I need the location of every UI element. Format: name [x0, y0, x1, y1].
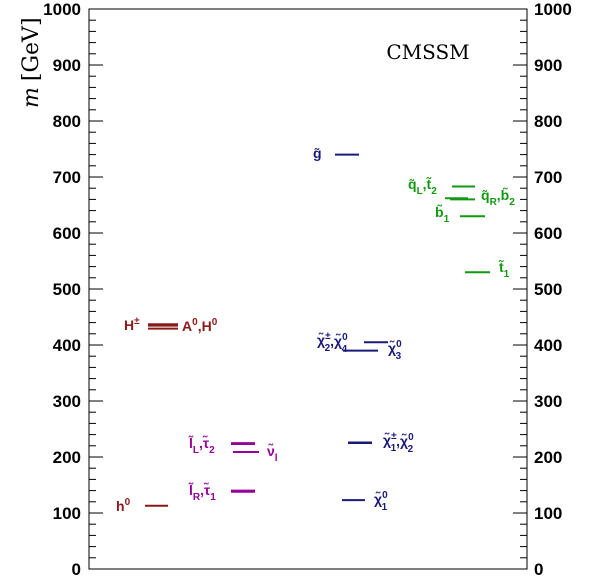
y-tick-label-right: 200	[534, 448, 562, 467]
label-qL-t2: q̃L,t̃2	[408, 176, 437, 197]
particle-labels: h0 H± A0,H0 l̃R,τ̃1 l̃L,τ̃2 ν̃l χ̃0 1 χ̃± 1,χ̃0 2 χ…	[116, 145, 515, 514]
label-lr-tau1: l̃R,τ̃1	[188, 481, 216, 503]
y-tick-label-right: 300	[534, 392, 562, 411]
y-tick-label-right: 600	[534, 224, 562, 243]
label-hpm: H±	[124, 316, 140, 333]
y-tick-label-right: 0	[534, 560, 543, 579]
label-nu-l: ν̃l	[267, 442, 278, 464]
label-chi2pm-chi4-0: χ̃± 2,χ̃0 4	[317, 331, 348, 355]
label-chi1pm-chi2-0: χ̃± 1,χ̃0 2	[383, 431, 414, 455]
y-tick-label-left: 300	[53, 392, 81, 411]
y-tick-label-left: 100	[53, 504, 81, 523]
label-gluino: g̃	[313, 145, 322, 161]
axis-ticks: 0 0 100 100 200 200 300 300 400 400 500 500 600 600 70…	[43, 0, 572, 579]
label-t1: t̃1	[498, 259, 509, 280]
y-tick-label-right: 500	[534, 280, 562, 299]
label-qR-b2: q̃R,b̃2	[481, 186, 515, 208]
y-tick-label-left: 0	[72, 560, 81, 579]
label-chi3-0: χ̃0 3	[388, 339, 402, 362]
y-tick-label-left: 1000	[43, 0, 81, 19]
y-tick-label-left: 500	[53, 280, 81, 299]
chart-title: CMSSM	[386, 40, 469, 64]
y-tick-label-right: 800	[534, 112, 562, 131]
y-tick-label-right: 100	[534, 504, 562, 523]
y-tick-label-right: 900	[534, 56, 562, 75]
label-chi1-0: χ̃0 1	[374, 490, 388, 513]
y-tick-label-left: 700	[53, 168, 81, 187]
plot-frame	[88, 8, 528, 570]
label-b1: b̃1	[435, 203, 450, 225]
y-tick-label-left: 600	[53, 224, 81, 243]
label-ll-tau2: l̃L,τ̃2	[188, 434, 215, 456]
y-tick-label-left: 800	[53, 112, 81, 131]
y-tick-label-right: 1000	[534, 0, 572, 19]
y-tick-label-left: 200	[53, 448, 81, 467]
y-tick-label-left: 900	[53, 56, 81, 75]
y-tick-label-right: 700	[534, 168, 562, 187]
y-axis-label: m[GeV]	[19, 17, 44, 108]
mass-levels	[145, 153, 490, 507]
y-tick-label-right: 400	[534, 336, 562, 355]
y-tick-label-left: 400	[53, 336, 81, 355]
label-a0-h0: A0,H0	[182, 317, 218, 334]
label-h0: h0	[116, 497, 131, 514]
